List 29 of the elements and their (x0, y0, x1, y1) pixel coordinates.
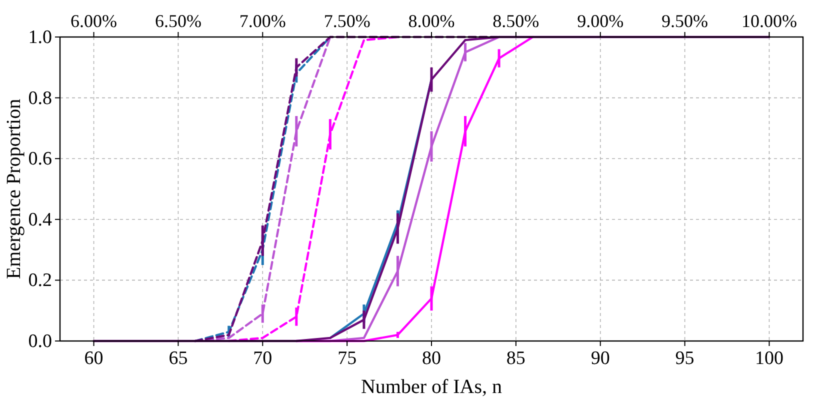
x2-tick-label: 6.00% (70, 11, 118, 31)
x2-tick-label: 9.00% (577, 11, 624, 31)
x2-tick-label: 8.00% (408, 11, 455, 31)
x-tick-label: 100 (754, 348, 784, 369)
x-tick-label: 85 (506, 348, 526, 369)
x2-tick-label: 7.00% (239, 11, 286, 31)
x-tick-label: 70 (253, 348, 272, 369)
x2-tick-label: 8.50% (492, 11, 540, 31)
y-axis-title: Emergence Proportion (3, 98, 25, 280)
y-tick-label: 0.8 (28, 88, 52, 109)
y-tick-label: 0.4 (28, 209, 52, 230)
line-series (228, 36, 399, 342)
y-tick-label: 0.6 (28, 148, 52, 170)
x-tick-label: 65 (168, 348, 188, 369)
x-tick-label: 80 (422, 348, 441, 369)
x-tick-label: 95 (675, 348, 694, 369)
x2-tick-label: 9.50% (662, 11, 708, 31)
x-axis-title: Number of IAs, n (360, 376, 502, 398)
x-tick-label: 90 (590, 348, 610, 369)
x2-tick-label: 7.50% (324, 11, 370, 31)
y-tick-label: 0.2 (28, 270, 52, 292)
line-series (92, 36, 770, 342)
x2-tick-label: 10.00% (741, 11, 797, 31)
x-tick-label: 60 (84, 348, 104, 369)
line-series (194, 36, 332, 342)
x-tick-label: 75 (338, 348, 357, 369)
y-tick-label: 0.0 (28, 331, 52, 352)
x2-tick-label: 6.50% (154, 11, 202, 31)
y-tick-label: 1.0 (28, 27, 52, 48)
